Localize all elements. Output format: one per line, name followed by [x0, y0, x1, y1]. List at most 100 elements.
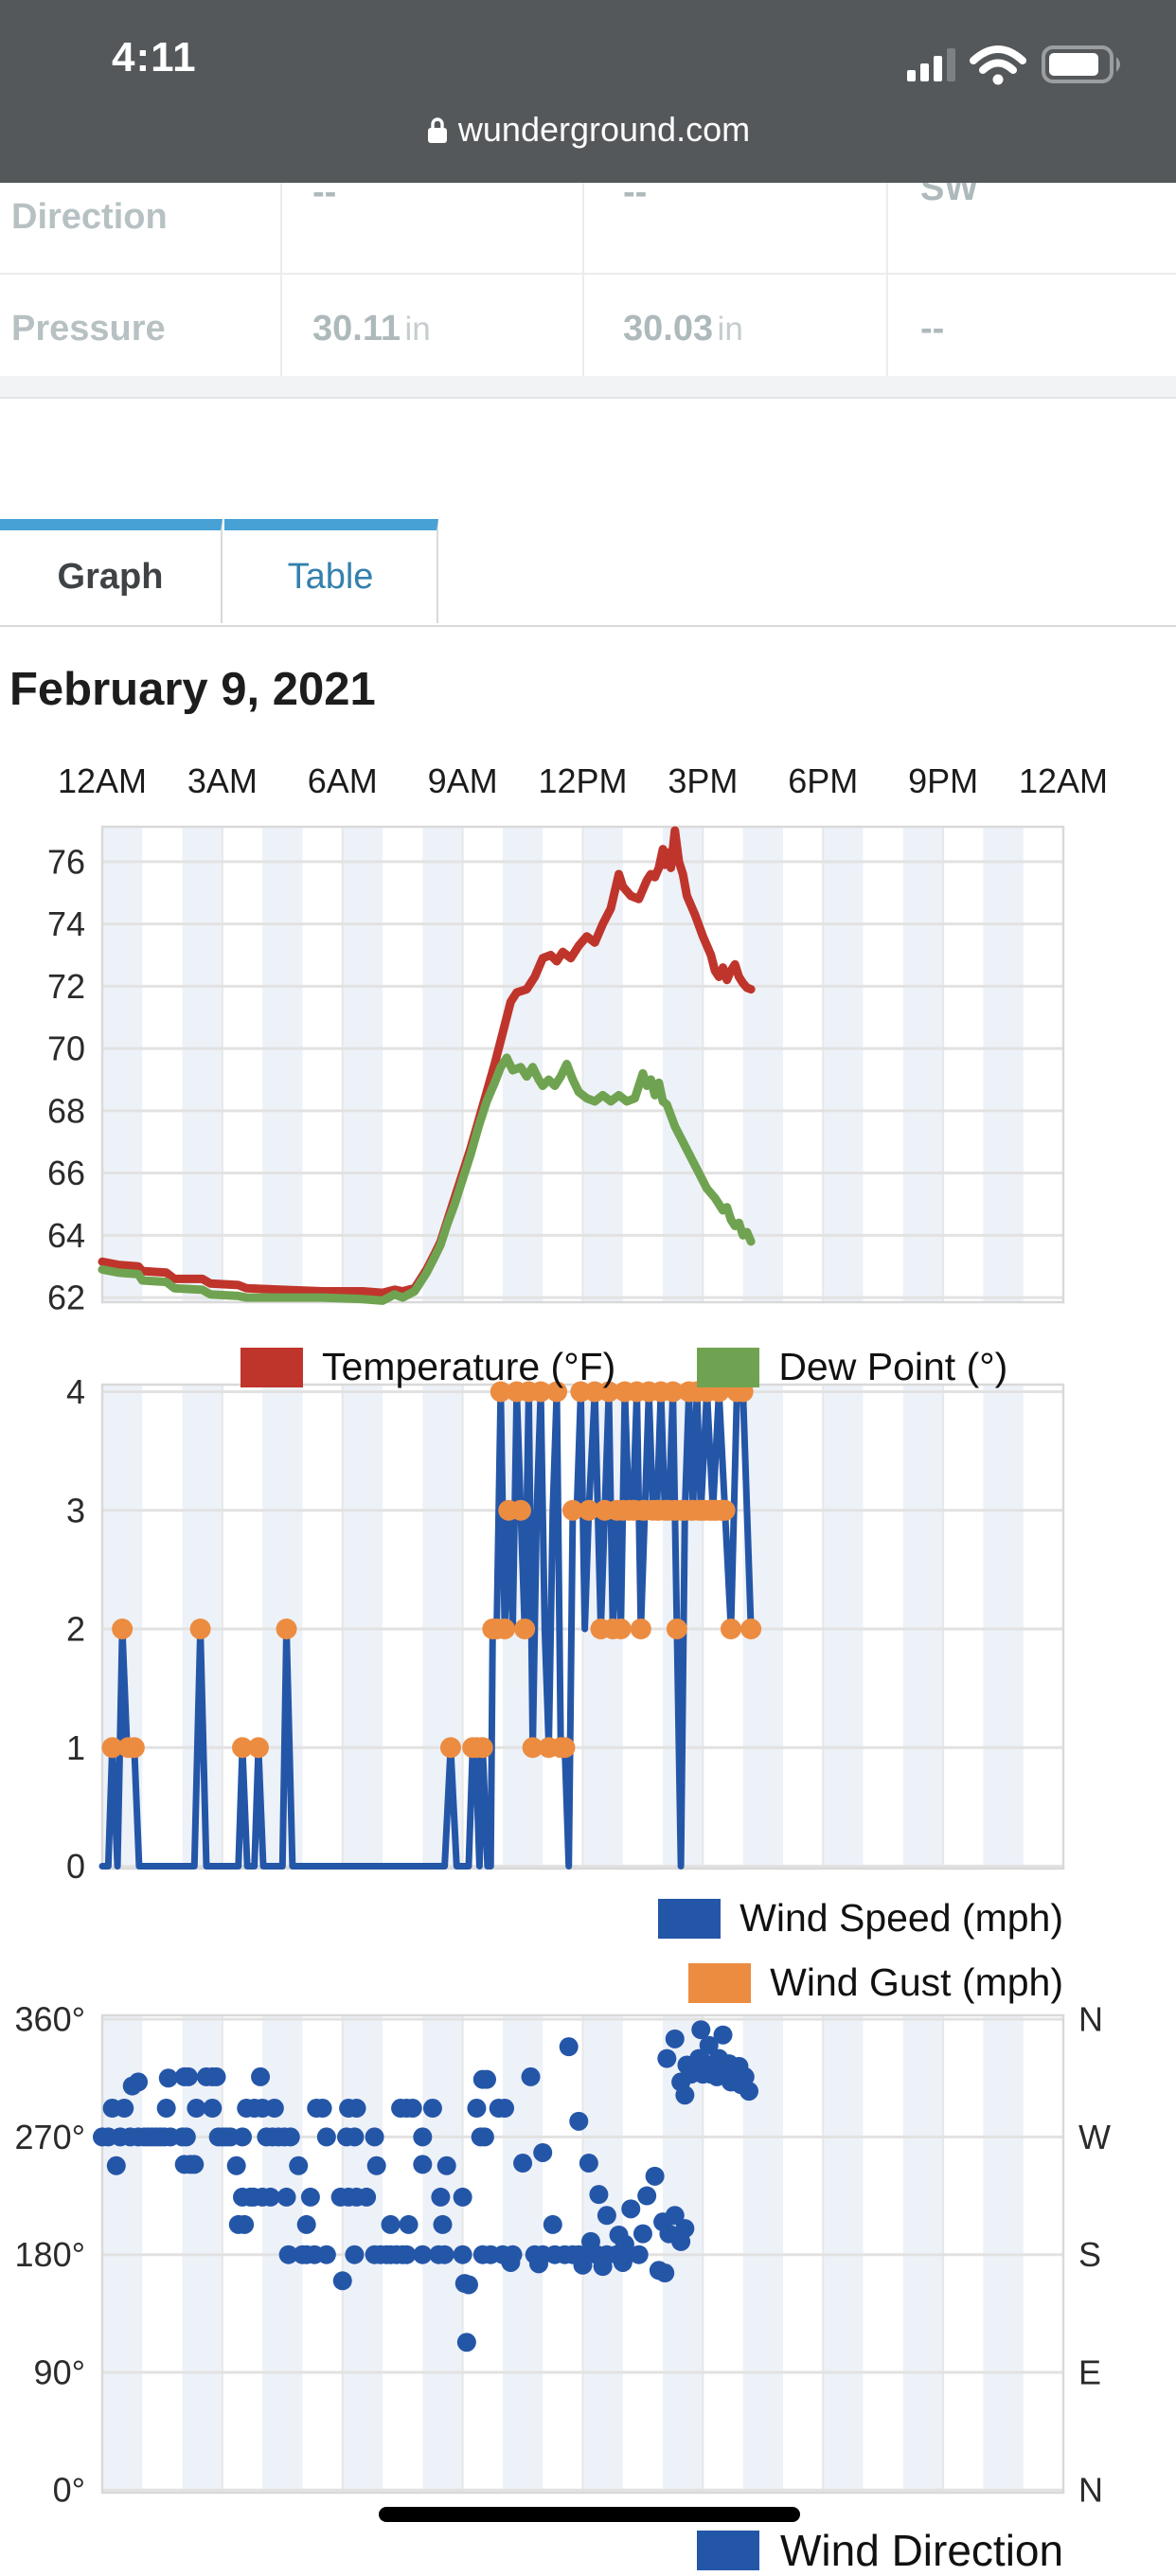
compass-label: W [1078, 2118, 1111, 2156]
dew-point-swatch [697, 1347, 760, 1387]
compass-label: E [1078, 2352, 1101, 2391]
status-bar-time: 4:11 [112, 34, 197, 80]
wind-direction-swatch [697, 2531, 759, 2570]
pressure-number: 30.11 [312, 309, 401, 349]
tab-table[interactable]: Table [224, 519, 438, 623]
y-tick-label: 70 [47, 1029, 85, 1068]
time-tick-label: 12AM [1019, 761, 1108, 800]
y-tick-label: 4 [66, 1372, 85, 1411]
lock-icon [427, 117, 447, 143]
table-row-divider [0, 273, 1176, 275]
tab-strip: Graph Table [0, 519, 1176, 627]
hour-stripe [663, 827, 704, 1302]
hour-stripe [983, 827, 1024, 1302]
y-tick-label: 180° [15, 2235, 85, 2274]
hour-stripe [742, 827, 783, 1302]
wind-gust-swatch [688, 1962, 752, 2003]
hour-stripe [582, 827, 623, 1302]
tab-graph[interactable]: Graph [0, 519, 223, 623]
y-tick-label: 1 [66, 1728, 85, 1767]
pressure-value-1: 30.11 in [312, 309, 431, 349]
hour-stripe [342, 1385, 383, 1869]
y-tick-label: 68 [47, 1091, 85, 1130]
url-text: wunderground.com [457, 110, 751, 149]
hour-stripe [422, 1385, 463, 1869]
time-tick-label: 12PM [538, 761, 627, 800]
table-column-divider [280, 0, 282, 397]
legend-wind-gust: Wind Gust (mph) [688, 1960, 1063, 2005]
tab-graph-label: Graph [57, 556, 164, 597]
y-tick-label: 3 [66, 1491, 85, 1530]
y-tick-label: 90° [34, 2352, 85, 2391]
y-tick-label: 0 [66, 1847, 85, 1886]
hour-stripe [902, 1385, 944, 1869]
pressure-number: 30.03 [623, 309, 714, 349]
cellular-signal-icon [907, 48, 955, 81]
y-tick-label: 360° [15, 2000, 85, 2039]
horizontal-scrollbar[interactable] [379, 2507, 800, 2522]
pressure-unit: in [404, 311, 431, 348]
table-column-divider [582, 0, 584, 397]
hour-stripe [182, 827, 223, 1302]
hour-stripe [102, 827, 143, 1302]
y-tick-label: 0° [53, 2471, 85, 2510]
time-tick-label: 3AM [187, 761, 258, 800]
hour-stripe [902, 827, 944, 1302]
time-tick-label: 6AM [308, 761, 378, 800]
y-tick-label: 270° [15, 2118, 85, 2156]
temp-chart: 62 64 66 68 70 72 74 76 12AM 3AM 6AM 9AM 12PM 3PM 6PM 9… [47, 761, 1108, 1317]
tab-table-label: Table [287, 556, 374, 597]
dew-point-line [98, 1053, 756, 1305]
legend-temperature: Temperature (°F) [241, 1345, 615, 1389]
y-tick-label: 62 [47, 1279, 85, 1317]
wind-speed-legend-label: Wind Speed (mph) [739, 1896, 1063, 1940]
pressure-value-3: -- [920, 309, 945, 349]
time-tick-label: 12AM [58, 761, 147, 800]
compass-label: N [1078, 2471, 1103, 2510]
y-tick-label: 76 [47, 842, 85, 881]
time-tick-label: 9AM [428, 761, 498, 800]
battery-icon [1042, 45, 1120, 83]
hour-stripe [983, 1385, 1024, 1869]
time-tick-label: 6PM [788, 761, 858, 800]
page-title: February 9, 2021 [9, 664, 376, 715]
time-tick-label: 9PM [908, 761, 978, 800]
y-tick-label: 66 [47, 1154, 85, 1192]
table-partial-row [0, 376, 1176, 399]
temperature-line [98, 826, 756, 1297]
table-row-label-direction: Direction [11, 197, 168, 237]
wind-gust-dots [101, 1381, 762, 1759]
temp-chart-legend: Temperature (°F) Dew Point (°) [241, 1345, 1007, 1389]
wind-chart: 0 1 2 3 4 [66, 1372, 1065, 1886]
wind-direction-dots [93, 2020, 759, 2352]
y-tick-label: 2 [66, 1610, 85, 1649]
hour-stripe [262, 827, 303, 1302]
hour-stripe [342, 827, 383, 1302]
legend-wind-direction: Wind Direction [697, 2525, 1063, 2576]
wifi-icon [970, 45, 1026, 85]
table-row-label-pressure: Pressure [11, 309, 166, 349]
y-tick-label: 72 [47, 967, 85, 1006]
hour-stripe [823, 1385, 864, 1869]
temperature-legend-label: Temperature (°F) [322, 1345, 616, 1388]
status-bar-icons [907, 45, 1120, 85]
y-tick-label: 64 [47, 1216, 85, 1255]
compass-label: S [1078, 2235, 1101, 2274]
wind-direction-legend-label: Wind Direction [780, 2526, 1064, 2575]
dir-chart: 0° N 90° E 180° S 270° W 360° N [15, 2000, 1111, 2510]
legend-wind-speed: Wind Speed (mph) [658, 1896, 1063, 1941]
wind-speed-swatch [658, 1898, 722, 1939]
pressure-value-2: 30.03 in [623, 309, 743, 349]
address-bar[interactable]: wunderground.com [0, 110, 1176, 150]
compass-label: N [1078, 2000, 1103, 2039]
hour-stripe [823, 827, 864, 1302]
pressure-unit: in [717, 311, 743, 348]
browser-chrome: 4:11 wunderground.com [0, 0, 1176, 183]
dew-point-legend-label: Dew Point (°) [778, 1345, 1008, 1388]
wind-gust-legend-label: Wind Gust (mph) [770, 1960, 1063, 2004]
temperature-swatch [241, 1347, 303, 1387]
time-tick-label: 3PM [668, 761, 738, 800]
table-column-divider [886, 0, 888, 397]
legend-dew-point: Dew Point (°) [697, 1345, 1007, 1389]
